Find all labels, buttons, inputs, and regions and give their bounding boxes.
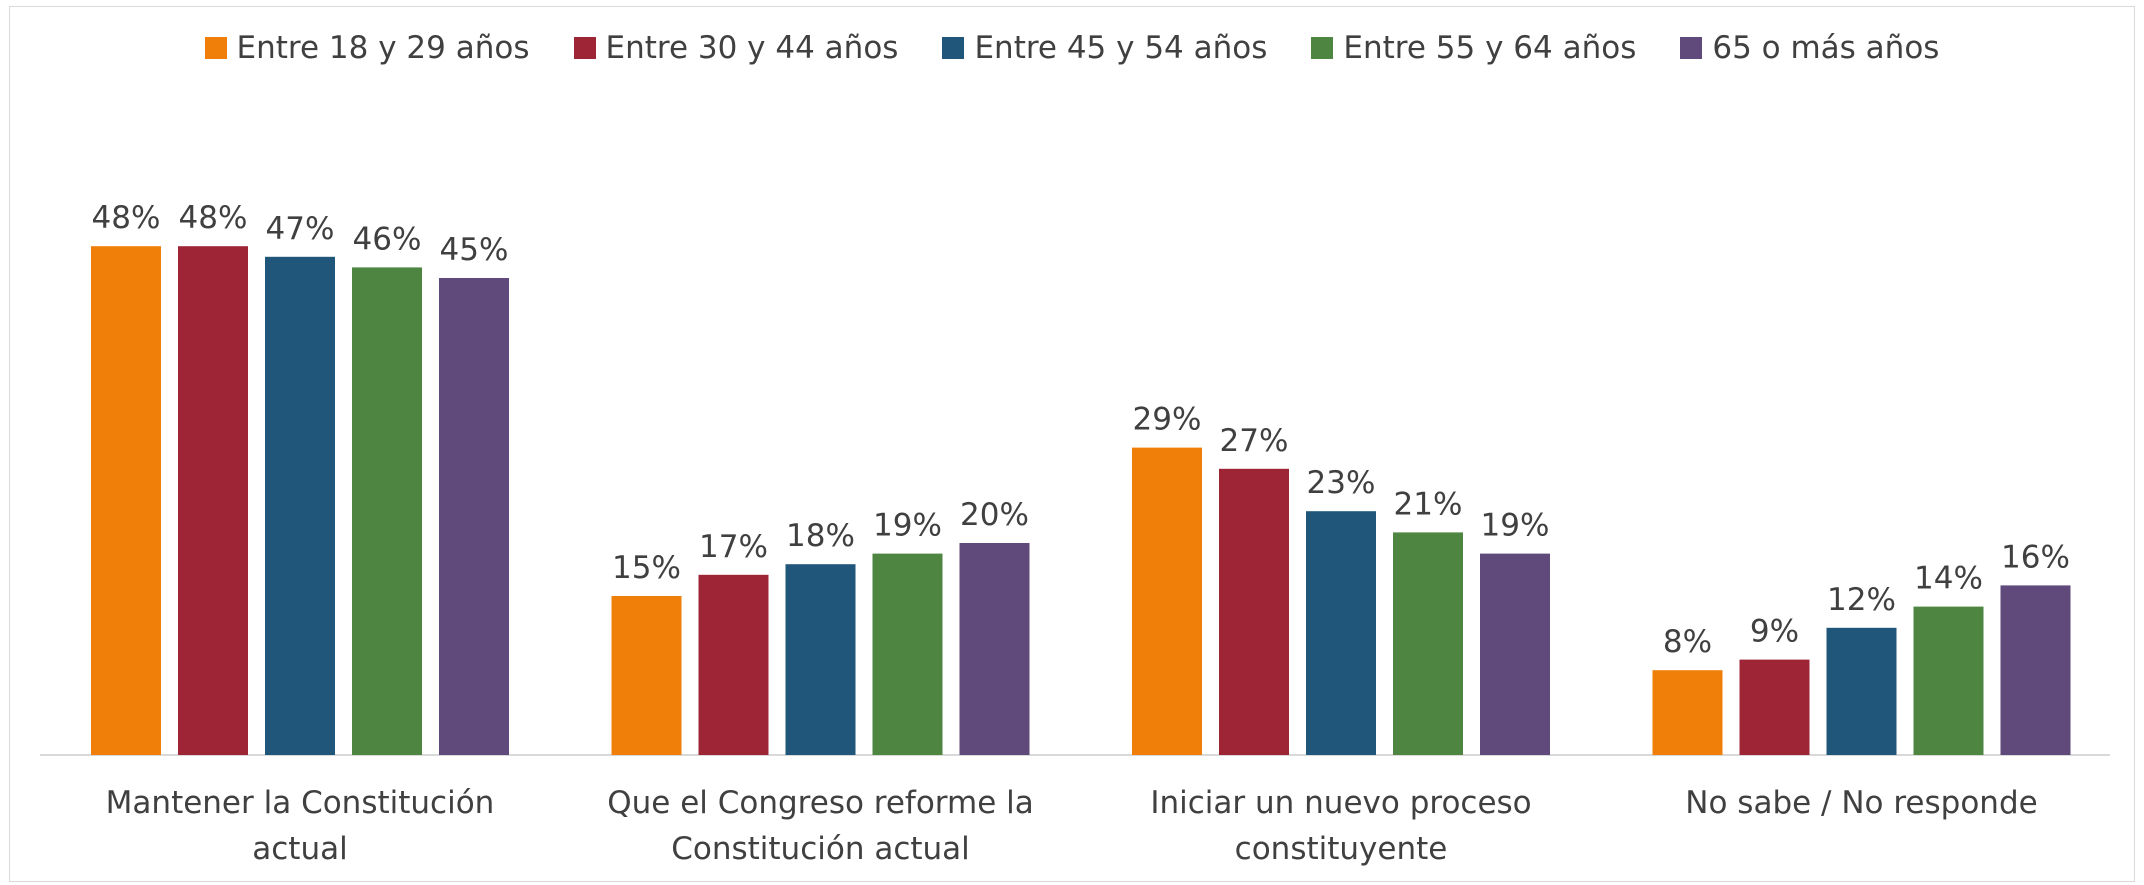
data-label: 17% [699, 529, 768, 565]
bar [1393, 532, 1463, 755]
bar [611, 596, 682, 755]
data-label: 19% [1481, 508, 1550, 544]
bar [698, 574, 769, 755]
bar [785, 564, 856, 755]
bar [352, 267, 422, 755]
x-tick-label: Iniciar un nuevo proceso constituyente [1150, 785, 1532, 867]
data-label: 12% [1827, 582, 1896, 618]
data-label: 15% [612, 550, 681, 586]
legend-item: 65 o más años [1680, 30, 1939, 66]
legend-label: Entre 55 y 64 años [1343, 30, 1637, 66]
data-label: 20% [960, 497, 1029, 533]
legend-label: 65 o más años [1712, 30, 1940, 66]
data-label: 19% [873, 508, 942, 544]
legend-label: Entre 18 y 29 años [236, 30, 530, 66]
bar [959, 543, 1030, 755]
legend-item: Entre 30 y 44 años [573, 30, 899, 66]
legend-swatch [573, 37, 596, 59]
bar [265, 256, 335, 755]
data-label: 14% [1914, 561, 1983, 597]
bar [1480, 553, 1550, 755]
bar [1219, 468, 1289, 755]
chart-frame [9, 6, 2135, 882]
data-label: 18% [786, 518, 855, 554]
bar [1132, 447, 1202, 755]
bar [872, 553, 943, 755]
data-label: 45% [440, 232, 509, 268]
data-label: 48% [92, 200, 161, 236]
legend: Entre 18 y 29 años Entre 30 y 44 años Entr… [0, 30, 2144, 66]
data-label: 48% [179, 200, 248, 236]
bar [1306, 511, 1376, 755]
bar [1739, 659, 1810, 755]
legend-swatch [1311, 37, 1334, 59]
bar [1913, 606, 1984, 755]
data-label: 27% [1220, 423, 1289, 459]
legend-swatch [942, 37, 965, 59]
bar [1826, 627, 1897, 755]
legend-label: Entre 45 y 54 años [974, 30, 1268, 66]
x-tick-label: No sabe / No responde [1685, 785, 2038, 821]
data-label: 47% [266, 211, 335, 247]
legend-label: Entre 30 y 44 años [605, 30, 899, 66]
legend-item: Entre 55 y 64 años [1311, 30, 1636, 66]
legend-swatch [1680, 37, 1703, 59]
data-label: 21% [1394, 486, 1463, 522]
legend-item: Entre 45 y 54 años [942, 30, 1267, 66]
bar [439, 278, 509, 755]
data-label: 29% [1133, 402, 1202, 438]
bar [91, 246, 161, 755]
legend-item: Entre 18 y 29 años [204, 30, 530, 66]
bar [178, 246, 248, 755]
x-tick-label: Mantener la Constitución actual [105, 785, 495, 867]
data-label: 16% [2001, 539, 2070, 575]
legend-swatch [204, 37, 227, 59]
data-label: 46% [353, 221, 422, 257]
bar [2000, 585, 2071, 755]
data-label: 9% [1750, 614, 1799, 650]
x-tick-label: Que el Congreso reforme la Constitución … [607, 785, 1034, 867]
data-label: 23% [1307, 465, 1376, 501]
data-label: 8% [1663, 624, 1712, 660]
bar [1652, 670, 1723, 755]
